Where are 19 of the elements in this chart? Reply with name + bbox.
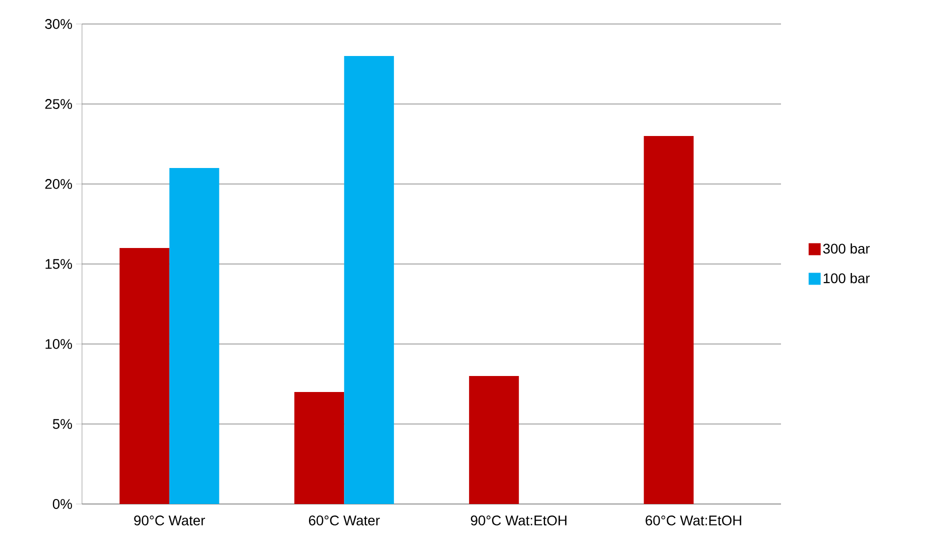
bar [469,376,519,504]
bar [644,136,694,504]
x-tick-label: 60°C Wat:EtOH [646,516,742,526]
x-tick-label: 90°C Wat:EtOH [470,516,566,526]
x-tick-label: 90°C Water [134,516,206,526]
bar [344,56,394,504]
y-tick-label: 15% [46,259,72,269]
x-tick-label: 60°C Water [308,516,380,526]
legend-label: 100 bar [824,272,870,284]
bar [294,392,344,504]
bar [120,248,170,504]
y-tick-label: 20% [45,179,72,189]
y-tick-label: 10% [46,339,72,349]
y-tick-label: 25% [45,99,72,109]
y-tick-label: 5% [52,419,72,429]
legend-label: 300 bar [823,243,870,254]
y-tick-label: 0% [52,499,72,509]
y-tick-label: 30% [45,19,72,29]
bar [169,168,220,504]
